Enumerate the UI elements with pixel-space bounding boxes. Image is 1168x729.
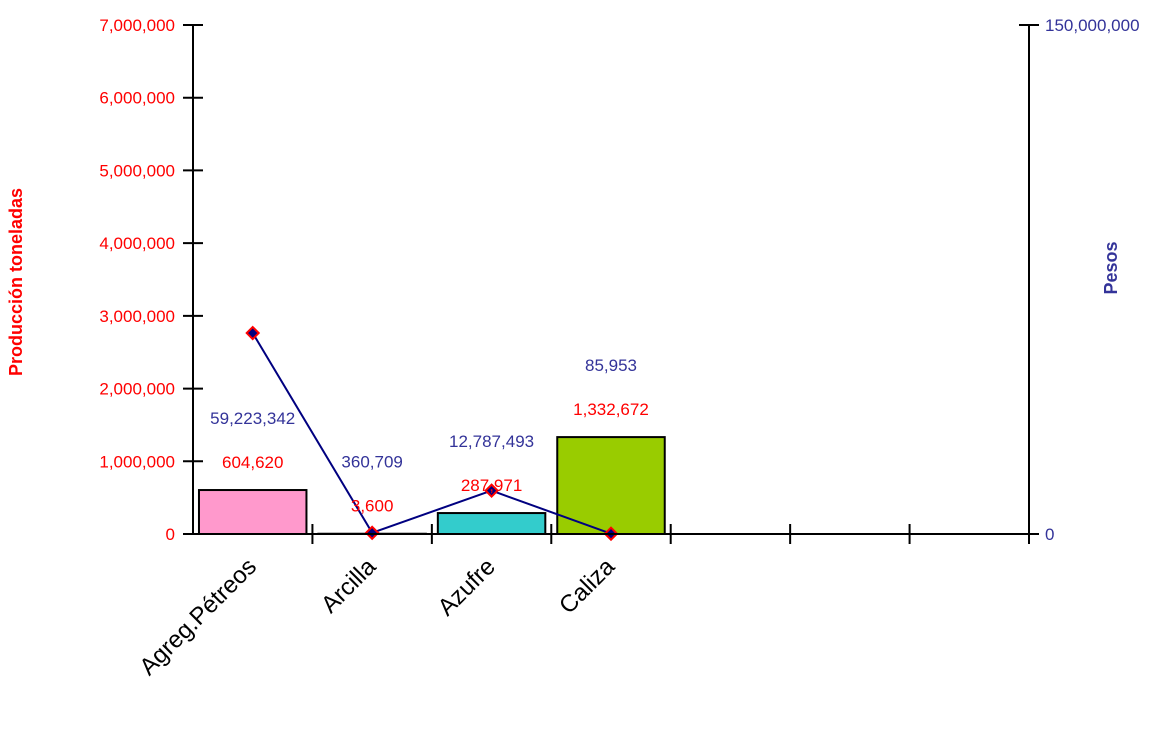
line-series <box>251 332 612 535</box>
x-category-label: Agreg.Pétreos <box>134 553 262 681</box>
x-category-label: Azufre <box>433 553 501 621</box>
y-tick-label: 7,000,000 <box>99 16 175 35</box>
line-marker-2 <box>484 483 499 499</box>
y-tick-label: 3,000,000 <box>99 307 175 326</box>
axes-layer <box>183 24 1039 544</box>
bar-data-label: 1,332,672 <box>573 400 649 419</box>
bar-0 <box>197 489 308 536</box>
line-marker-1 <box>364 525 380 541</box>
bar-data-label: 604,620 <box>222 453 283 472</box>
y2-axis-title: Pesos <box>1101 241 1121 294</box>
line-marker-0 <box>245 325 261 341</box>
y2-tick-label: 0 <box>1045 525 1054 544</box>
bar-data-label: 287,971 <box>461 476 522 495</box>
bar-3 <box>556 436 666 535</box>
line-data-label: 85,953 <box>585 356 637 375</box>
y-axis-title: Producción toneladas <box>6 188 26 376</box>
x-category-label: Arcilla <box>316 553 382 619</box>
y-tick-label: 1,000,000 <box>99 452 175 471</box>
line-layer <box>245 325 619 542</box>
y-tick-label: 6,000,000 <box>99 89 175 108</box>
y-tick-label: 0 <box>166 525 175 544</box>
line-data-label: 59,223,342 <box>210 409 295 428</box>
labels-layer: 0 1,000,000 2,000,000 3,000,000 4,000,000 5,0… <box>99 16 1139 681</box>
y-tick-label: 5,000,000 <box>99 161 175 180</box>
line-data-label: 360,709 <box>341 453 402 472</box>
y-tick-label: 4,000,000 <box>99 234 175 253</box>
y-tick-label: 2,000,000 <box>99 380 175 399</box>
y2-tick-label: 150,000,000 <box>1045 16 1140 35</box>
bar-data-label: 3,600 <box>351 497 394 516</box>
bars-layer <box>197 436 666 536</box>
bar-2 <box>436 512 547 536</box>
x-category-label: Caliza <box>554 553 621 620</box>
line-data-label: 12,787,493 <box>449 432 534 451</box>
